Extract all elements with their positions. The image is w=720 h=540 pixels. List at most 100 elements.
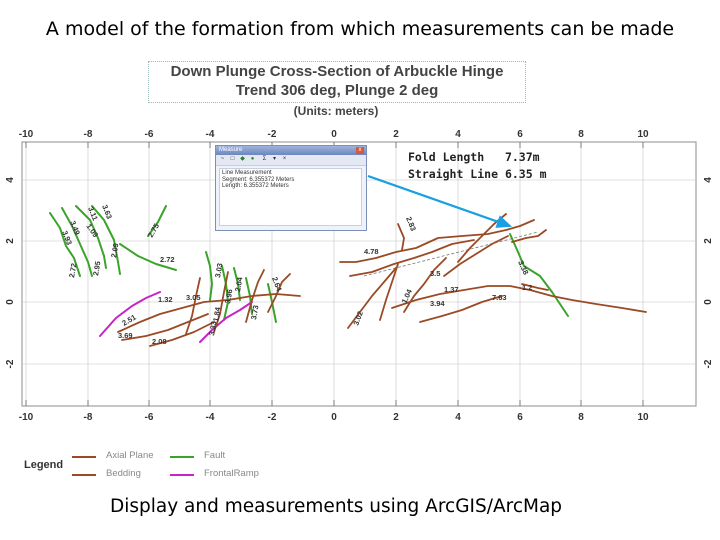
- legend-label-frontal-ramp: FrontalRamp: [204, 468, 259, 479]
- dip-label: 2.95: [91, 260, 102, 276]
- dip-label: 1.84: [211, 306, 223, 323]
- dip-label: 3.69: [118, 331, 133, 340]
- dip-label: 2.08: [152, 337, 167, 346]
- dip-label: 4.78: [364, 247, 379, 256]
- y-tick-label: 2: [703, 238, 714, 244]
- x-tick-label: 10: [637, 412, 649, 423]
- fault-lines: [49, 205, 569, 323]
- x-tick-label: -8: [84, 412, 93, 423]
- fault-line: [147, 205, 167, 237]
- measurement-readout: Fold Length 7.37m Straight Line 6.35 m: [408, 149, 547, 183]
- y-tick-label: 0: [703, 299, 714, 305]
- measure-window-titlebar[interactable]: Measure x: [216, 146, 366, 155]
- legend-label-axial-plane: Axial Plane: [106, 450, 154, 461]
- x-tick-label: -2: [268, 129, 277, 140]
- x-tick-label: -2: [268, 412, 277, 423]
- bedding-line: [185, 277, 201, 335]
- x-tick-label: 6: [517, 412, 523, 423]
- bedding-line: [267, 273, 291, 313]
- bedding-line: [391, 285, 647, 313]
- bedding-line: [347, 267, 397, 329]
- bedding-line: [419, 295, 503, 323]
- y-tick-label: -2: [5, 359, 16, 368]
- slide-title: A model of the formation from which meas…: [45, 18, 675, 40]
- clear-tool-icon[interactable]: ×: [282, 156, 287, 162]
- frontal-ramp-lines: [99, 291, 253, 343]
- bedding-line: [397, 223, 405, 251]
- dip-label: 3.03: [213, 262, 224, 278]
- measure-toolbar: ~ □ ◆ ● Σ ▾ ×: [216, 155, 366, 166]
- straight-line-label: Straight Line: [408, 167, 499, 181]
- measure-arrow: [367, 174, 513, 228]
- measure-results: Line Measurement Segment: 6.355372 Meter…: [219, 168, 362, 226]
- fault-line: [233, 267, 241, 301]
- x-tick-label: 4: [455, 412, 461, 423]
- bedding-line: [245, 269, 265, 323]
- x-tick-label: 2: [393, 412, 399, 423]
- measure-result-line: Line Measurement: [222, 170, 272, 176]
- bedding-line: [443, 235, 509, 277]
- fault-line: [91, 205, 121, 275]
- area-tool-icon[interactable]: □: [230, 156, 235, 162]
- measure-result-line: Segment: 6.355372 Meters: [222, 176, 295, 183]
- x-tick-labels-top: -10 -8 -6 -4 -2 0 2 4 6 8 10: [19, 129, 649, 140]
- y-tick-label: 4: [703, 177, 714, 183]
- map-title-line1: Down Plunge Cross-Section of Arbuckle Hi…: [170, 63, 504, 80]
- measure-result-line: Length: 6.355372 Meters: [222, 183, 289, 189]
- fault-line: [61, 207, 93, 277]
- sum-tool-icon[interactable]: Σ: [262, 156, 267, 162]
- x-tick-label: 8: [578, 129, 584, 140]
- x-tick-label: -8: [84, 129, 93, 140]
- bedding-line: [121, 313, 209, 341]
- x-tick-label: 4: [455, 129, 461, 140]
- close-icon[interactable]: x: [356, 147, 364, 154]
- fold-length-label: Fold Length: [408, 150, 485, 164]
- dip-label: 1.32: [158, 295, 173, 304]
- x-tick-label: 6: [517, 129, 523, 140]
- dip-label: 1.37: [444, 285, 459, 294]
- fault-line: [205, 251, 213, 301]
- dip-label: 3.33: [207, 320, 218, 336]
- snap-tool-icon[interactable]: ●: [250, 156, 255, 162]
- bedding-line: [521, 283, 549, 291]
- fault-line: [509, 233, 569, 317]
- bedding-lines: [117, 213, 647, 347]
- dip-label: 1.2: [522, 283, 532, 292]
- x-tick-label: -6: [145, 412, 154, 423]
- straight-line-value: 6.35 m: [504, 167, 547, 181]
- bedding-line: [149, 321, 215, 347]
- units-dropdown-icon[interactable]: ▾: [272, 156, 276, 162]
- x-tick-label: -10: [19, 412, 34, 423]
- measure-window[interactable]: Measure x ~ □ ◆ ● Σ ▾ × Line Measurement…: [215, 145, 367, 231]
- y-tick-label: -2: [703, 359, 714, 368]
- legend-swatch-fault: [170, 456, 194, 458]
- feature-tool-icon[interactable]: ◆: [240, 156, 245, 162]
- legend-title: Legend: [24, 459, 64, 471]
- x-tick-label: 10: [637, 129, 649, 140]
- legend-swatch-frontal-ramp: [170, 474, 194, 476]
- dip-label: 2.04: [233, 276, 245, 293]
- x-tick-labels-bottom: -10 -8 -6 -4 -2 0 2 4 6 8 10: [19, 412, 649, 423]
- slide-caption: Display and measurements using ArcGIS/Ar…: [109, 496, 563, 517]
- y-tick-label: 0: [5, 299, 16, 305]
- x-tick-label: -10: [19, 129, 34, 140]
- fault-line: [119, 243, 177, 271]
- legend-swatch-axial-plane: [72, 456, 96, 458]
- dip-label: 2.09: [109, 242, 120, 258]
- y-tick-labels-left: 4 2 0 -2: [5, 177, 16, 369]
- measure-window-title: Measure: [219, 147, 243, 153]
- fault-line: [75, 205, 107, 269]
- frontal-ramp-line: [99, 291, 161, 337]
- x-tick-label: -6: [145, 129, 154, 140]
- dip-label: 3.05: [186, 293, 201, 302]
- fold-length-value: 7.37m: [504, 150, 540, 164]
- map-title-line2: Trend 306 deg, Plunge 2 deg: [235, 82, 439, 99]
- x-tick-label: -4: [206, 129, 215, 140]
- dip-label: 2.72: [67, 262, 78, 278]
- bedding-line: [349, 239, 475, 277]
- legend-label-fault: Fault: [204, 450, 226, 461]
- line-tool-icon[interactable]: ~: [220, 156, 225, 162]
- map-units: (Units: meters): [293, 104, 379, 118]
- dip-label: 3.94: [430, 299, 445, 308]
- bedding-line: [117, 293, 301, 333]
